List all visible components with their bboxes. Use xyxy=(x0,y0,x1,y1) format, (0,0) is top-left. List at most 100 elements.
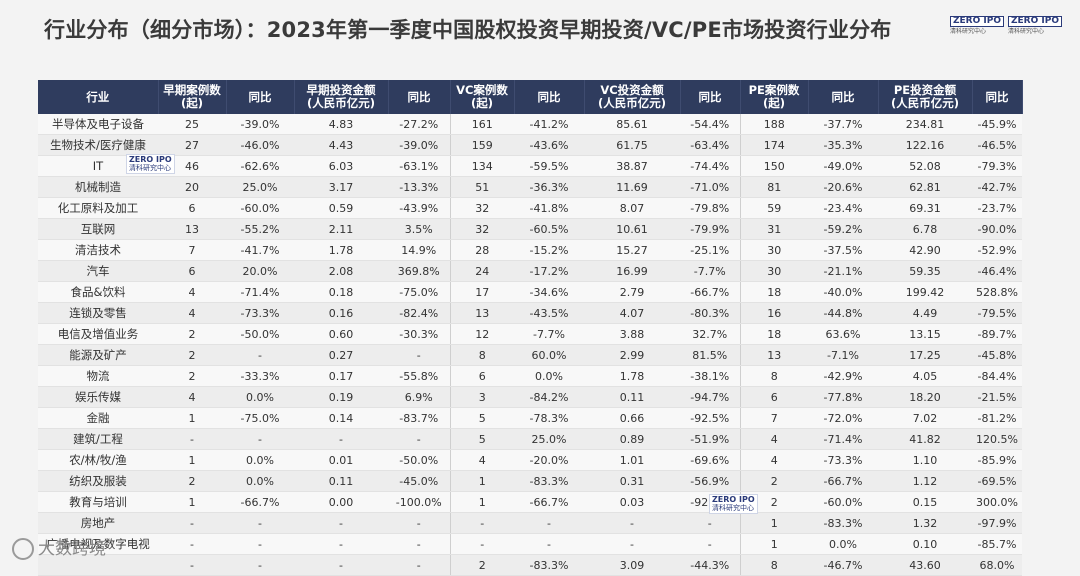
value-cell: 1.12 xyxy=(878,470,972,492)
value-cell: - xyxy=(294,428,388,450)
value-cell: 4.07 xyxy=(584,302,680,324)
value-cell: -74.4% xyxy=(680,155,740,177)
value-cell: 28 xyxy=(449,239,514,261)
value-cell: - xyxy=(226,344,294,366)
value-cell: 32 xyxy=(449,197,514,219)
value-cell: -59.5% xyxy=(514,155,584,177)
value-cell: 25.0% xyxy=(514,428,584,450)
table-row: 广播电视及数字电视 - - - - - - - -1 0.0% 0.10 -85.7% xyxy=(38,533,1022,555)
value-cell: 2.11 xyxy=(294,218,388,240)
value-cell: 0.01 xyxy=(294,449,388,471)
value-cell: -94.7% xyxy=(680,386,740,408)
table-row: 房地产 - - - - - - - -1 -83.3% 1.32 -97.9% xyxy=(38,512,1022,534)
value-cell: 63.6% xyxy=(808,323,878,345)
value-cell: 14.9% xyxy=(388,239,450,261)
value-cell: -54.4% xyxy=(680,114,740,135)
footer-brand-text: 大数跨境 xyxy=(38,539,106,559)
value-cell: - xyxy=(584,533,680,555)
industry-cell: 互联网 xyxy=(38,218,158,240)
value-cell: 1 xyxy=(449,491,514,513)
value-cell: 30 xyxy=(739,239,808,261)
column-header: 同比 xyxy=(680,80,741,114)
value-cell: 0.17 xyxy=(294,365,388,387)
industry-cell: 房地产 xyxy=(38,512,158,534)
value-cell: -100.0% xyxy=(388,491,450,513)
value-cell: 17.25 xyxy=(878,344,972,366)
value-cell: 134 xyxy=(449,155,514,177)
value-cell: 38.87 xyxy=(584,155,680,177)
watermark-logo-bottom: ZERO IPO 清科研究中心 xyxy=(709,494,758,514)
value-cell: 1.78 xyxy=(294,239,388,261)
value-cell: 32.7% xyxy=(680,323,740,345)
value-cell: 4 xyxy=(158,302,226,324)
value-cell: -46.4% xyxy=(972,260,1022,282)
brand-sub: 清科研究中心 xyxy=(950,28,987,35)
brand-mark-secondary: ZERO IPO xyxy=(1008,16,1062,27)
value-cell: -66.7% xyxy=(514,491,584,513)
industry-cell: 半导体及电子设备 xyxy=(38,114,158,135)
watermark-mark-bottom: ZERO IPO xyxy=(712,495,755,504)
value-cell: 42.90 xyxy=(878,239,972,261)
value-cell: 188 xyxy=(739,114,808,135)
watermark-sub: 清科研究中心 xyxy=(129,164,171,172)
value-cell: -55.2% xyxy=(226,218,294,240)
value-cell: - xyxy=(226,512,294,534)
value-cell: 300.0% xyxy=(972,491,1022,513)
table-row: 机械制造 20 25.0% 3.17 -13.3% 51 -36.3% 11.69 -71.0%… xyxy=(38,176,1022,198)
value-cell: 16 xyxy=(739,302,808,324)
value-cell: 1 xyxy=(739,512,808,534)
table-row: 娱乐传媒 4 0.0% 0.19 6.9% 3 -84.2% 0.11 -94.7% 6 -77.8… xyxy=(38,386,1022,408)
industry-cell: 娱乐传媒 xyxy=(38,386,158,408)
value-cell: 43.60 xyxy=(878,554,972,576)
value-cell: 6.78 xyxy=(878,218,972,240)
value-cell: 7 xyxy=(158,239,226,261)
value-cell: -52.9% xyxy=(972,239,1022,261)
table-row: 食品&饮料 4 -71.4% 0.18 -75.0% 17 -34.6% 2.79 -66.7%… xyxy=(38,281,1022,303)
column-header: 同比 xyxy=(972,80,1023,114)
value-cell: 0.03 xyxy=(584,491,680,513)
value-cell: - xyxy=(388,344,450,366)
value-cell: 1.78 xyxy=(584,365,680,387)
value-cell: 0.0% xyxy=(226,386,294,408)
value-cell: -97.9% xyxy=(972,512,1022,534)
value-cell: 8 xyxy=(739,365,808,387)
watermark-sub-bottom: 清科研究中心 xyxy=(712,504,754,512)
value-cell: 2.99 xyxy=(584,344,680,366)
value-cell: -81.2% xyxy=(972,407,1022,429)
column-header: 早期案例数 (起) xyxy=(158,80,227,114)
value-cell: 159 xyxy=(449,134,514,156)
value-cell: 2 xyxy=(158,365,226,387)
value-cell: 3.88 xyxy=(584,323,680,345)
brand-logo-secondary: ZERO IPO 清科研究中心 xyxy=(1008,16,1062,36)
value-cell: 27 xyxy=(158,134,226,156)
value-cell: 0.89 xyxy=(584,428,680,450)
table-row: 能源及矿产 2-0.27-8 60.0% 2.99 81.5% 13 -7.1% 17.25-… xyxy=(38,344,1022,366)
industry-cell: 金融 xyxy=(38,407,158,429)
value-cell: 122.16 xyxy=(878,134,972,156)
value-cell: 25 xyxy=(158,114,226,135)
value-cell: 1 xyxy=(158,449,226,471)
value-cell: 2 xyxy=(739,470,808,492)
value-cell: -80.3% xyxy=(680,302,740,324)
value-cell: - xyxy=(388,533,450,555)
value-cell: -55.8% xyxy=(388,365,450,387)
value-cell: -41.7% xyxy=(226,239,294,261)
value-cell: 17 xyxy=(449,281,514,303)
value-cell: -34.6% xyxy=(514,281,584,303)
table-row: 清洁技术 7 -41.7% 1.78 14.9% 28 -15.2% 15.27 -25.1% 3… xyxy=(38,239,1022,261)
value-cell: -83.3% xyxy=(514,470,584,492)
value-cell: 69.31 xyxy=(878,197,972,219)
table-row: - - - -2 -83.3% 3.09 -44.3% 8 -46.7% 43.60 68.0% xyxy=(38,554,1022,576)
value-cell: -25.1% xyxy=(680,239,740,261)
value-cell: -75.0% xyxy=(226,407,294,429)
value-cell: 15.27 xyxy=(584,239,680,261)
value-cell: 0.18 xyxy=(294,281,388,303)
value-cell: - xyxy=(680,512,740,534)
value-cell: -66.7% xyxy=(808,470,878,492)
value-cell: 8 xyxy=(449,344,514,366)
table-row: 纺织及服装 2 0.0% 0.11 -45.0% 1 -83.3% 0.31 -56.9% 2 -6… xyxy=(38,470,1022,492)
value-cell: 59 xyxy=(739,197,808,219)
value-cell: 0.0% xyxy=(808,533,878,555)
table-row: IT 46 -62.6% 6.03 -63.1% 134 -59.5% 38.87 -74.4%… xyxy=(38,155,1022,177)
table-row: 互联网 13 -55.2% 2.11 3.5% 32 -60.5% 10.61 -79.9% 31… xyxy=(38,218,1022,240)
